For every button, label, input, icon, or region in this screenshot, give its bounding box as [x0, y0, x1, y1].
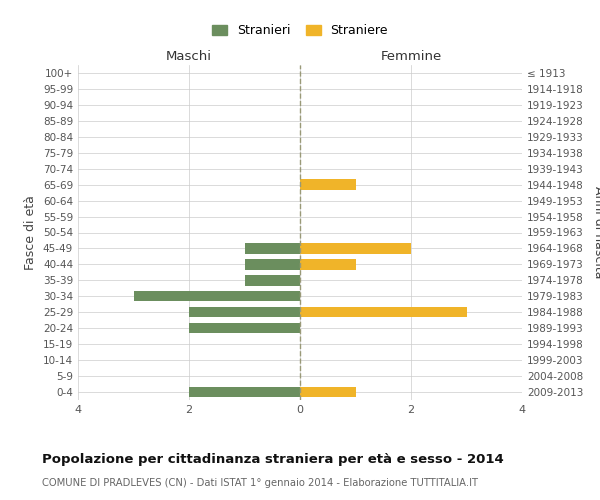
- Text: Femmine: Femmine: [380, 50, 442, 62]
- Y-axis label: Anni di nascita: Anni di nascita: [592, 186, 600, 279]
- Legend: Stranieri, Straniere: Stranieri, Straniere: [212, 24, 388, 38]
- Bar: [189, 323, 300, 334]
- Bar: [189, 387, 300, 397]
- Bar: [300, 180, 355, 190]
- Bar: [189, 307, 300, 318]
- Bar: [300, 307, 467, 318]
- Bar: [133, 291, 300, 302]
- Text: COMUNE DI PRADLEVES (CN) - Dati ISTAT 1° gennaio 2014 - Elaborazione TUTTITALIA.: COMUNE DI PRADLEVES (CN) - Dati ISTAT 1°…: [42, 478, 478, 488]
- Bar: [300, 259, 355, 270]
- Bar: [300, 387, 355, 397]
- Bar: [245, 244, 300, 254]
- Bar: [245, 275, 300, 285]
- Y-axis label: Fasce di età: Fasce di età: [25, 195, 37, 270]
- Text: Popolazione per cittadinanza straniera per età e sesso - 2014: Popolazione per cittadinanza straniera p…: [42, 452, 504, 466]
- Bar: [300, 244, 411, 254]
- Bar: [245, 259, 300, 270]
- Text: Maschi: Maschi: [166, 50, 212, 62]
